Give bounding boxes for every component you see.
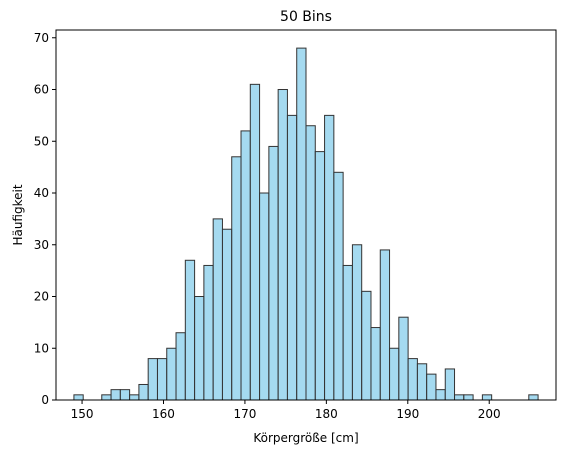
y-tick-label: 50 (34, 134, 49, 148)
histogram-bar (351, 244, 363, 401)
histogram-bar (463, 394, 474, 401)
y-tick-label: 30 (34, 238, 49, 252)
histogram-bar (249, 83, 261, 401)
histogram-bar (296, 47, 307, 401)
histogram-bar (426, 373, 437, 401)
y-tick-label: 60 (34, 83, 49, 97)
histogram-bar (138, 383, 149, 401)
histogram-bar (268, 145, 279, 401)
histogram-bar (175, 332, 186, 401)
histogram-bar (416, 363, 428, 401)
histogram-bar (528, 394, 539, 401)
x-axis: 150 160 170 180 190 200 (71, 400, 501, 421)
histogram-bar (389, 347, 400, 401)
histogram-bar (398, 316, 409, 401)
histogram-bar (240, 130, 251, 401)
histogram-bar (212, 218, 223, 401)
histogram-bar (156, 358, 168, 401)
x-tick-label: 180 (315, 407, 338, 421)
histogram-bar (435, 389, 446, 401)
histogram-bar (184, 259, 196, 401)
x-tick-label: 170 (233, 407, 256, 421)
y-axis: 0 10 20 30 40 50 60 70 (34, 31, 56, 407)
bars-group (73, 47, 539, 401)
x-axis-label: Körpergröße [cm] (253, 431, 358, 445)
histogram-bar (379, 249, 391, 401)
x-tick-label: 200 (478, 407, 501, 421)
histogram-bar (203, 264, 214, 401)
x-tick-label: 150 (71, 407, 94, 421)
histogram-bar (370, 327, 381, 401)
histogram-bar (73, 394, 84, 401)
histogram-bar (361, 290, 372, 401)
histogram-bar (305, 125, 316, 401)
histogram-bar (110, 389, 121, 401)
histogram-bar (342, 264, 353, 401)
x-tick-label: 190 (396, 407, 419, 421)
y-tick-label: 20 (34, 290, 49, 304)
histogram-bar (147, 358, 158, 401)
histogram-bar (454, 394, 465, 401)
histogram-bar (324, 114, 335, 401)
histogram-bar (129, 394, 140, 401)
y-tick-label: 40 (34, 186, 49, 200)
histogram-bar (407, 358, 418, 401)
plot-frame (55, 29, 557, 401)
y-axis-label: Häufigkeit (11, 184, 25, 245)
y-tick-label: 10 (34, 341, 49, 355)
histogram-bar (221, 228, 233, 401)
histogram-bar (444, 368, 456, 401)
y-tick-label: 0 (41, 393, 49, 407)
y-tick-label: 70 (34, 31, 49, 45)
histogram-bar (101, 394, 112, 401)
histogram-bar (194, 296, 205, 401)
histogram-bar (314, 151, 326, 401)
histogram-bar (277, 89, 288, 401)
histogram-bar (166, 347, 177, 401)
x-tick-label: 160 (152, 407, 175, 421)
histogram-bar (259, 192, 270, 401)
histogram-bar (333, 171, 344, 401)
chart-title: 50 Bins (280, 9, 332, 25)
histogram-bar (286, 114, 298, 401)
histogram-bar (481, 394, 493, 401)
histogram-bar (231, 156, 242, 401)
histogram-bar (119, 389, 131, 401)
